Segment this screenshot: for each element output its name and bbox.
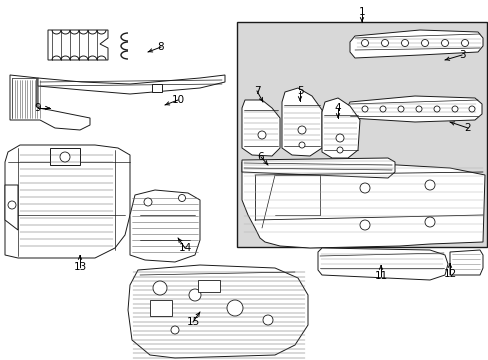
Polygon shape [242, 162, 484, 248]
Text: 13: 13 [73, 262, 86, 272]
Circle shape [359, 220, 369, 230]
Circle shape [263, 315, 272, 325]
Polygon shape [349, 30, 482, 58]
Circle shape [421, 40, 427, 46]
Circle shape [335, 134, 343, 142]
Polygon shape [48, 30, 108, 60]
Circle shape [226, 300, 243, 316]
Text: 3: 3 [458, 50, 465, 60]
Text: 1: 1 [358, 7, 365, 17]
Circle shape [397, 106, 403, 112]
Circle shape [297, 126, 305, 134]
Circle shape [298, 142, 305, 148]
Circle shape [361, 106, 367, 112]
Polygon shape [5, 185, 18, 230]
Text: 8: 8 [157, 42, 164, 52]
Polygon shape [5, 145, 130, 258]
Circle shape [361, 40, 368, 46]
Text: 14: 14 [178, 243, 191, 253]
Text: 12: 12 [443, 269, 456, 279]
Circle shape [468, 106, 474, 112]
Circle shape [441, 40, 447, 46]
Polygon shape [317, 248, 447, 280]
Polygon shape [38, 75, 224, 94]
Text: 10: 10 [171, 95, 184, 105]
Text: 6: 6 [257, 152, 264, 162]
Polygon shape [242, 100, 280, 156]
Circle shape [171, 326, 179, 334]
Polygon shape [150, 300, 172, 316]
Circle shape [415, 106, 421, 112]
Text: 7: 7 [253, 86, 260, 96]
Polygon shape [321, 98, 359, 158]
Circle shape [461, 40, 468, 46]
FancyBboxPatch shape [237, 22, 486, 247]
Circle shape [424, 217, 434, 227]
Polygon shape [128, 265, 307, 358]
Polygon shape [198, 280, 220, 292]
Circle shape [143, 198, 152, 206]
Polygon shape [282, 88, 321, 156]
Polygon shape [152, 84, 162, 92]
Polygon shape [50, 148, 80, 165]
Circle shape [178, 194, 185, 202]
Circle shape [424, 180, 434, 190]
Text: 11: 11 [374, 271, 387, 281]
Polygon shape [10, 75, 90, 130]
Circle shape [336, 147, 342, 153]
Polygon shape [242, 158, 394, 178]
Text: 15: 15 [186, 317, 199, 327]
Circle shape [189, 289, 201, 301]
Circle shape [60, 152, 70, 162]
Circle shape [379, 106, 385, 112]
Circle shape [153, 281, 167, 295]
Polygon shape [346, 96, 481, 122]
Text: 2: 2 [464, 123, 470, 133]
Circle shape [258, 131, 265, 139]
Circle shape [433, 106, 439, 112]
Circle shape [8, 201, 16, 209]
Text: 5: 5 [296, 86, 303, 96]
Polygon shape [130, 190, 200, 262]
Text: 9: 9 [35, 103, 41, 113]
Text: 4: 4 [334, 103, 341, 113]
Circle shape [381, 40, 387, 46]
Circle shape [359, 183, 369, 193]
Circle shape [401, 40, 407, 46]
Polygon shape [449, 250, 482, 275]
Circle shape [451, 106, 457, 112]
